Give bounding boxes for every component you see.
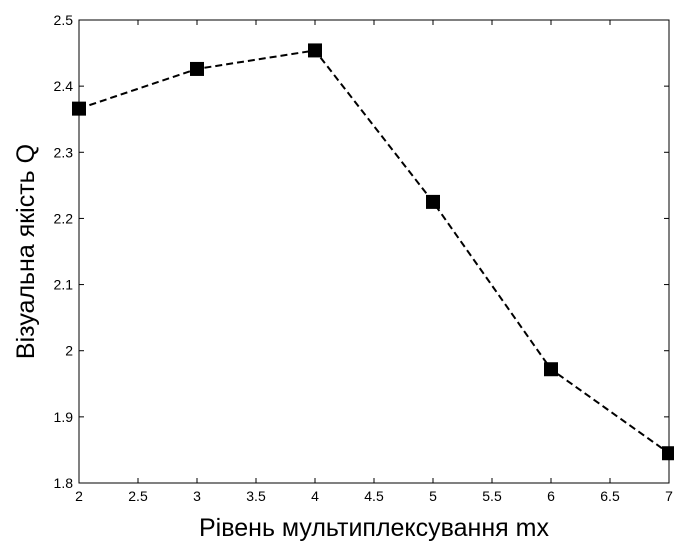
x-tick-label: 4.5 [364, 488, 384, 504]
y-tick-label: 2.1 [54, 277, 74, 293]
tick-labels: 2 2.5 3 3.5 4 4.5 5 5.5 6 6.5 7 1.8 1.9 2 2.1 2.2 2.3 2.4… [54, 12, 674, 504]
y-tick-label: 2 [65, 343, 73, 359]
data-point-marker [544, 362, 558, 377]
x-tick-label: 5 [429, 488, 437, 504]
y-tick-label: 2.3 [54, 144, 74, 160]
x-tick-label: 4 [311, 488, 319, 504]
x-tick-label: 6 [547, 488, 555, 504]
x-tick-label: 7 [665, 488, 673, 504]
axis-ticks [78, 19, 670, 484]
y-tick-label: 1.8 [54, 475, 74, 491]
x-tick-label: 5.5 [482, 488, 502, 504]
y-tick-label: 2.4 [54, 78, 74, 94]
x-tick-label: 3 [193, 488, 201, 504]
y-tick-label: 1.9 [54, 409, 74, 425]
data-point-marker [190, 61, 204, 76]
x-tick-label: 6.5 [600, 488, 620, 504]
series-line [78, 49, 670, 455]
x-axis-label: Рівень мультиплексування mx [199, 514, 549, 542]
data-point-marker [662, 446, 674, 461]
data-point-marker [308, 43, 322, 58]
y-tick-label: 2.5 [54, 12, 74, 28]
data-point-marker [426, 194, 440, 209]
x-tick-label: 2 [75, 488, 83, 504]
x-tick-label: 2.5 [128, 488, 148, 504]
data-series [72, 43, 674, 461]
plot-frame [78, 19, 670, 484]
y-axis-label: Візуальна якість Q [12, 144, 40, 359]
x-tick-label: 3.5 [246, 488, 266, 504]
y-tick-label: 2.2 [54, 210, 74, 226]
